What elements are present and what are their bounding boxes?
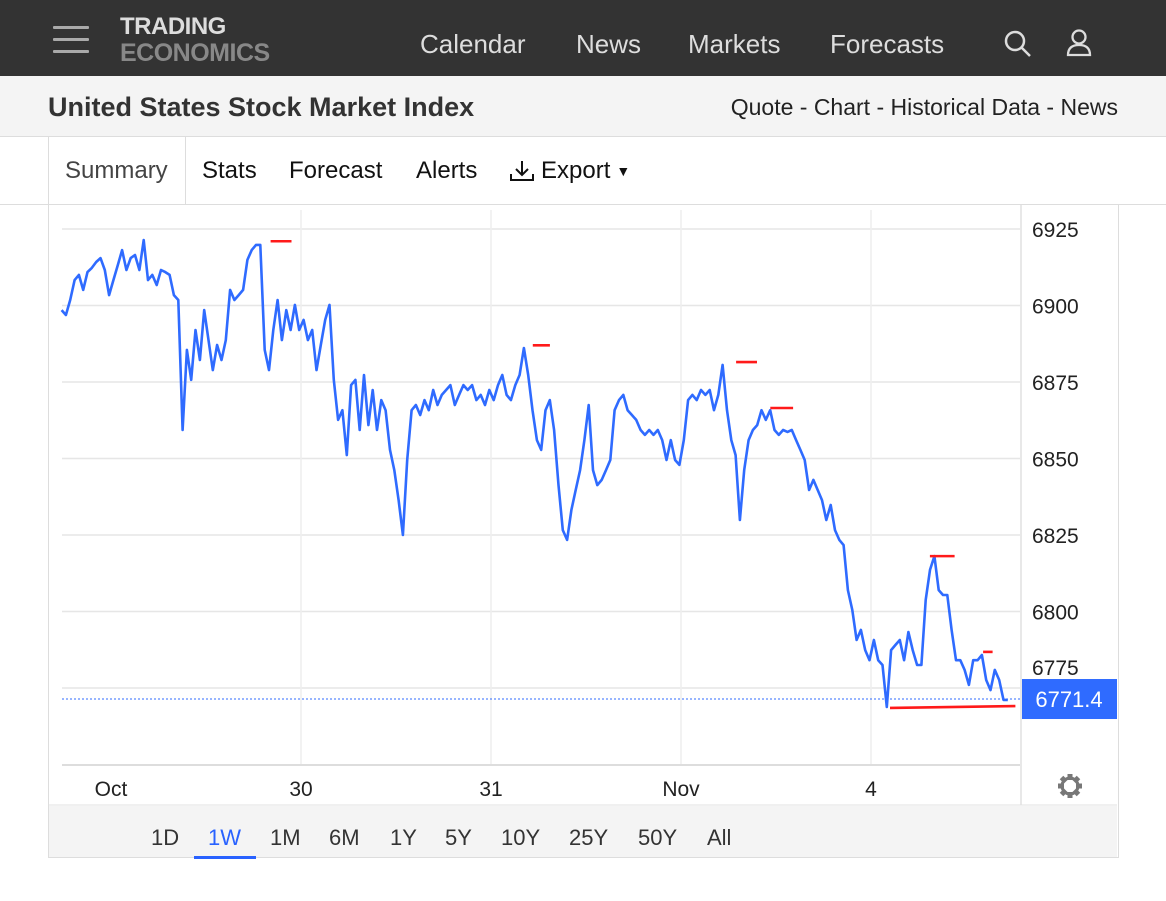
y-tick-label: 6825: [1032, 525, 1079, 548]
top-nav-bar: TRADING ECONOMICS Calendar News Markets …: [0, 0, 1166, 76]
hamburger-menu-icon[interactable]: [53, 26, 89, 54]
range-1m[interactable]: 1M: [270, 825, 301, 850]
x-tick-label: Oct: [95, 778, 128, 801]
tab-stats[interactable]: Stats: [202, 157, 257, 184]
x-tick-label: Nov: [662, 778, 700, 801]
y-tick-label: 6925: [1032, 219, 1079, 242]
page-subheader: United States Stock Market Index Quote -…: [0, 76, 1166, 137]
range-all[interactable]: All: [707, 825, 732, 850]
download-icon: [510, 161, 534, 181]
page-title: United States Stock Market Index: [48, 92, 475, 122]
x-tick-label: 31: [479, 778, 502, 801]
tab-summary[interactable]: Summary: [49, 137, 186, 204]
tab-alerts[interactable]: Alerts: [416, 157, 478, 184]
tab-forecast[interactable]: Forecast: [289, 157, 383, 184]
x-tick-label: 30: [289, 778, 312, 801]
range-1y[interactable]: 1Y: [390, 825, 417, 850]
x-tick-label: 4: [865, 778, 877, 801]
active-range-underline: [194, 856, 256, 859]
tab-bar: Summary Stats Forecast Alerts Export ▼: [0, 137, 1166, 205]
y-tick-label: 6900: [1032, 296, 1079, 319]
range-selector: 1D 1W 1M 6M 1Y 5Y 10Y 25Y 50Y All: [49, 806, 1117, 857]
search-icon[interactable]: [1003, 29, 1033, 59]
nav-markets[interactable]: Markets: [688, 29, 781, 59]
range-6m[interactable]: 6M: [329, 825, 360, 850]
range-5y[interactable]: 5Y: [445, 825, 472, 850]
export-dropdown[interactable]: Export ▼: [509, 157, 630, 185]
price-series-line: [60, 238, 1008, 709]
user-icon[interactable]: [1065, 28, 1095, 58]
range-1w[interactable]: 1W: [208, 825, 241, 850]
y-tick-label: 6850: [1032, 449, 1079, 472]
logo[interactable]: TRADING ECONOMICS: [120, 13, 270, 67]
last-price-tag: [1022, 679, 1117, 720]
chart-container: [48, 137, 1119, 858]
range-10y[interactable]: 10Y: [501, 825, 541, 850]
section-links[interactable]: Quote - Chart - Historical Data - News: [730, 94, 1118, 120]
y-tick-label: 6875: [1032, 372, 1079, 395]
caret-down-icon: ▼: [616, 163, 631, 179]
last-price-label: 6771.4: [1035, 687, 1102, 712]
range-1d[interactable]: 1D: [151, 825, 180, 850]
range-25y[interactable]: 25Y: [569, 825, 609, 850]
level-marker: [889, 704, 1016, 710]
range-50y[interactable]: 50Y: [638, 825, 678, 850]
nav-calendar[interactable]: Calendar: [420, 29, 526, 59]
nav-forecasts[interactable]: Forecasts: [830, 29, 945, 59]
nav-news[interactable]: News: [576, 29, 642, 59]
settings-gear-icon[interactable]: [1058, 774, 1082, 798]
y-tick-label: 6775: [1032, 657, 1079, 680]
y-tick-label: 6800: [1032, 602, 1079, 625]
